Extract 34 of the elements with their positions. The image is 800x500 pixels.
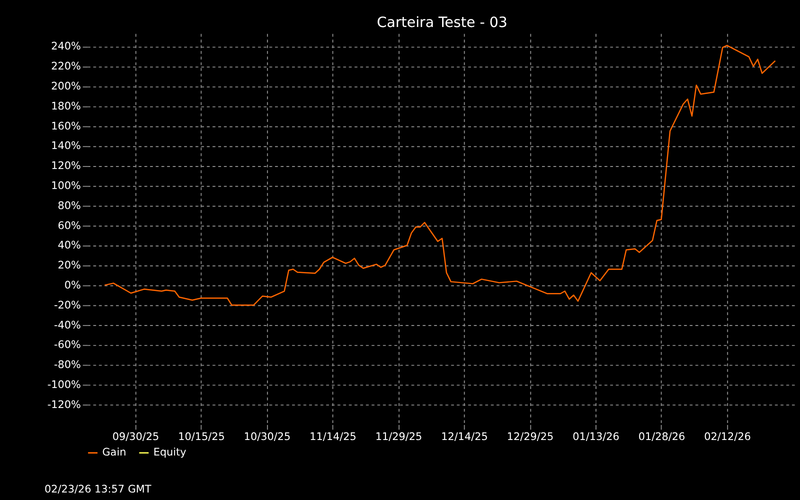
y-tick-label: 200% xyxy=(51,80,82,93)
x-tick-label: 09/30/25 xyxy=(112,431,160,444)
y-tick-label: 220% xyxy=(51,60,82,73)
y-tick-label: 60% xyxy=(58,220,82,232)
y-tick-label: -40% xyxy=(54,319,82,332)
x-tick-label: 12/14/25 xyxy=(441,431,488,444)
y-tick-label: -100% xyxy=(47,378,82,391)
y-tick-label: 0% xyxy=(64,279,82,292)
legend-label: Gain xyxy=(102,446,126,459)
x-tick-label: 12/29/25 xyxy=(506,431,554,444)
chart-title: Carteira Teste - 03 xyxy=(376,14,508,31)
y-tick-label: 120% xyxy=(51,160,82,172)
y-tick-label: -80% xyxy=(54,359,82,372)
y-tick-label: -60% xyxy=(54,339,82,352)
y-tick-label: 140% xyxy=(51,140,82,152)
x-tick-label: 10/30/25 xyxy=(244,431,291,444)
y-tick-label: 100% xyxy=(51,180,82,192)
y-tick-label: 20% xyxy=(58,260,82,272)
x-tick-label: 01/13/26 xyxy=(572,431,620,444)
y-tick-label: 40% xyxy=(58,240,82,252)
x-tick-label: 11/29/25 xyxy=(375,431,422,444)
text: 02/23/26 13:57 GMT xyxy=(44,484,152,496)
line-series xyxy=(104,44,776,306)
y-tick-label: 180% xyxy=(51,100,82,112)
x-tick-label: 10/15/25 xyxy=(178,431,225,444)
y-tick-label: 240% xyxy=(51,40,82,53)
x-tick-label: 02/12/26 xyxy=(704,431,751,444)
y-tick-label: -120% xyxy=(47,398,82,411)
y-tick-label: 160% xyxy=(51,120,82,132)
y-tick-label: -20% xyxy=(54,299,82,312)
x-tick-label: 11/14/25 xyxy=(310,431,356,444)
y-tick-label: 80% xyxy=(58,200,82,212)
x-tick-label: 01/28/26 xyxy=(638,431,686,444)
legend-label: Equity xyxy=(153,446,186,459)
